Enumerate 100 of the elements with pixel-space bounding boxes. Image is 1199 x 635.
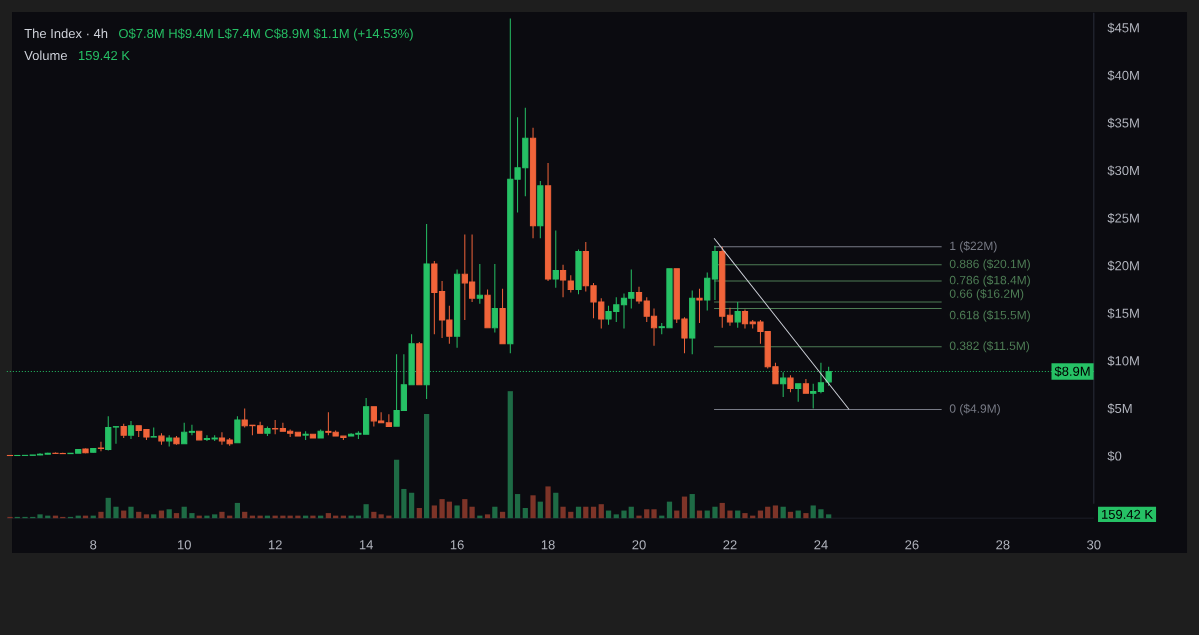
candlestick [158, 432, 165, 446]
bar [772, 505, 779, 519]
y-tick-label: $15M [1107, 308, 1139, 319]
ref-line-label: 0.66 ($16.2M) [949, 288, 1024, 301]
x-tick-label: 14 [359, 540, 373, 550]
y-tick-label: $25M [1107, 212, 1139, 224]
bar [514, 494, 521, 519]
bar [393, 459, 400, 519]
bar [212, 514, 218, 519]
ref-line-label: 1 ($22M) [950, 241, 997, 253]
bar [378, 514, 384, 519]
candlestick [704, 271, 711, 312]
bar [181, 506, 187, 519]
bar [621, 510, 627, 519]
bar [446, 501, 452, 519]
bar [173, 513, 180, 519]
candlestick [537, 180, 544, 239]
candlestick [302, 430, 309, 441]
bar [628, 506, 634, 519]
candlestick [188, 424, 196, 436]
bar [644, 509, 650, 519]
bar [242, 511, 248, 519]
y-tick-label: $45M [1107, 22, 1139, 34]
candlestick [734, 301, 741, 329]
chart-title: Volume [24, 50, 67, 61]
bar [143, 514, 150, 519]
x-tick-label: 12 [268, 540, 282, 550]
bar [371, 511, 377, 519]
candlestick [166, 434, 173, 448]
ref-line-label: 0 ($4.9M) [949, 403, 1000, 416]
bar [598, 504, 604, 519]
bar [507, 391, 513, 519]
candlestick [127, 420, 135, 440]
x-tick-label: 20 [632, 540, 646, 550]
bar [666, 501, 673, 519]
x-tick-label: 26 [905, 540, 919, 550]
ref-line-label: 0.382 ($11.5M) [949, 341, 1030, 353]
bar [113, 506, 119, 519]
bar [712, 506, 718, 519]
candlestick [529, 127, 537, 239]
candlestick [559, 264, 567, 298]
bar [310, 515, 316, 519]
y-tick-label: $20M [1107, 260, 1139, 272]
bar [280, 515, 286, 519]
y-tick-label: $35M [1107, 117, 1139, 129]
bar [583, 506, 589, 519]
ref-line-label: $8.9M [1054, 366, 1090, 377]
candlestick [711, 245, 719, 301]
bar [530, 495, 536, 519]
bar [522, 508, 528, 519]
y-tick-label: $10M [1107, 355, 1139, 367]
bar [423, 414, 430, 519]
bar [439, 499, 445, 519]
x-tick-label: 30 [1087, 540, 1101, 550]
bar [636, 515, 642, 519]
annotation: 159.42 K [78, 50, 130, 61]
bar [295, 515, 301, 519]
candlestick [476, 263, 483, 305]
bar [545, 486, 551, 519]
bar [727, 510, 733, 519]
bar [37, 514, 43, 519]
bar [765, 506, 771, 519]
bar [484, 514, 491, 519]
x-tick-label: 22 [723, 540, 737, 550]
x-tick-label: 10 [177, 540, 191, 550]
candlestick [453, 269, 461, 349]
bar [780, 506, 786, 519]
bar [803, 513, 809, 519]
bar [98, 511, 104, 519]
bar [560, 506, 566, 519]
candlestick [272, 419, 279, 435]
candlestick [544, 162, 552, 282]
ref-line-label: 0.618 ($15.5M) [949, 310, 1030, 322]
text: 159.42 K [1102, 509, 1153, 519]
bar [742, 513, 748, 519]
candlestick [780, 371, 787, 398]
bar [492, 506, 498, 519]
bar [651, 509, 657, 519]
bar [681, 496, 688, 519]
bar [810, 505, 816, 519]
bar [553, 492, 559, 519]
bar [575, 506, 582, 519]
x-tick-label: 18 [541, 540, 555, 550]
bar [189, 513, 195, 519]
ref-line-label: 0.886 ($20.1M) [949, 259, 1030, 271]
text: The Index · 4h [24, 28, 108, 39]
x-tick-label: 16 [450, 540, 464, 550]
candlestick [552, 230, 559, 289]
bar [416, 508, 422, 519]
bar [613, 514, 619, 519]
bar [234, 502, 241, 519]
bar [537, 501, 543, 519]
bar [105, 497, 111, 519]
bar [219, 511, 225, 519]
bar [348, 515, 354, 519]
bar [568, 511, 574, 519]
bar [826, 514, 832, 519]
bar [787, 511, 794, 519]
bar [462, 499, 468, 519]
ref-line-label: 0.786 ($18.4M) [949, 275, 1030, 287]
